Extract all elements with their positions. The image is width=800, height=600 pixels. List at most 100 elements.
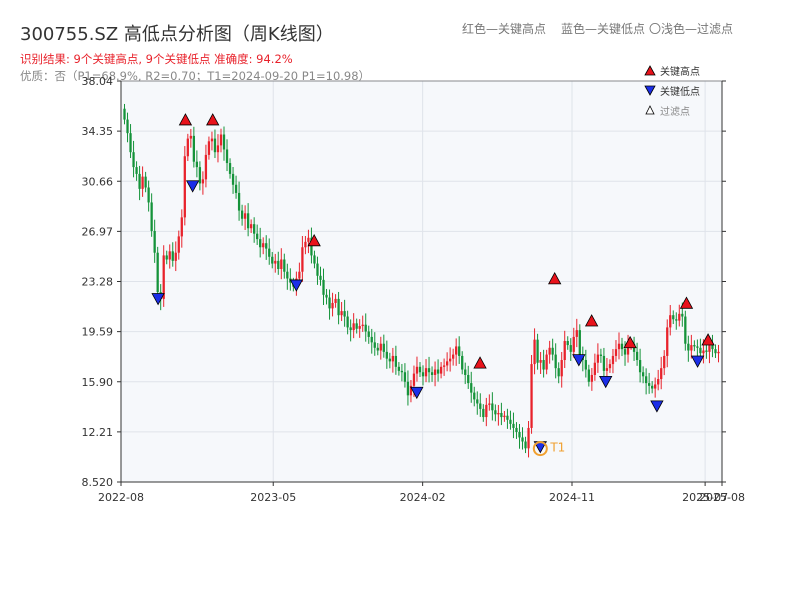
candle — [448, 347, 452, 372]
candle — [678, 304, 681, 327]
candle — [307, 229, 310, 254]
y-tick-label: 34.35 — [82, 125, 114, 138]
candle-body — [403, 372, 407, 382]
candle-body — [307, 237, 310, 242]
candle — [503, 410, 506, 422]
candle — [313, 250, 316, 269]
candle — [427, 356, 431, 383]
candle-body — [298, 271, 301, 279]
key-high-marker — [584, 314, 599, 327]
candle-body — [708, 345, 711, 352]
candle-body — [147, 187, 150, 203]
candle — [512, 412, 515, 439]
candle-body — [651, 385, 654, 389]
candle-body — [699, 347, 702, 354]
candle-body — [165, 255, 168, 260]
candle — [654, 377, 657, 398]
candle-body — [448, 358, 452, 362]
candle-body — [361, 324, 364, 327]
candle-body — [189, 135, 192, 139]
candle-body — [219, 134, 223, 146]
key-low-marker — [650, 400, 664, 413]
candle — [569, 338, 572, 361]
legend-high-label: 关键高点 — [660, 65, 700, 78]
candle — [641, 366, 645, 384]
candle-body — [714, 349, 717, 354]
candle-body — [262, 243, 265, 248]
candle-body — [216, 145, 220, 153]
candle — [409, 379, 413, 403]
candle — [611, 349, 615, 374]
candle — [458, 336, 461, 364]
candle-body — [355, 323, 358, 329]
candle-body — [693, 345, 696, 347]
candle — [382, 334, 385, 358]
candle — [304, 235, 307, 255]
candle — [666, 319, 669, 368]
candle — [397, 362, 401, 376]
candle — [162, 245, 165, 307]
candle-body — [663, 355, 666, 369]
candle-body — [421, 372, 425, 377]
candle-body — [654, 384, 657, 389]
candle-body — [376, 347, 379, 351]
candle — [156, 246, 159, 300]
candle — [424, 359, 428, 383]
candle-body — [210, 138, 214, 142]
candle-body — [452, 354, 455, 359]
candle-body — [177, 236, 180, 253]
candle-body — [545, 354, 548, 370]
candle-body — [364, 324, 367, 332]
candle — [539, 352, 542, 375]
t1-annotation: T1 — [532, 441, 565, 457]
candle — [461, 351, 464, 375]
candle — [560, 352, 563, 388]
candle — [322, 268, 325, 306]
candle-body — [473, 392, 476, 400]
candle — [669, 305, 672, 336]
candle-body — [551, 347, 554, 355]
t1-ring — [532, 441, 548, 457]
chart-title: 300755.SZ 高低点分析图（周K线图） — [20, 24, 334, 45]
candle — [328, 289, 331, 320]
candle — [186, 133, 189, 162]
candle-body — [379, 343, 382, 351]
candle-body — [286, 271, 289, 279]
key-low-marker — [289, 279, 304, 292]
candle — [455, 338, 458, 366]
candle — [647, 372, 651, 394]
candle-body — [274, 260, 277, 264]
candle — [334, 294, 337, 308]
y-tick-label: 8.520 — [82, 476, 114, 489]
candle-body — [171, 251, 174, 261]
candle-body — [590, 374, 594, 382]
candle — [533, 328, 536, 375]
key-low-marker — [690, 355, 705, 368]
candle — [207, 136, 211, 160]
candle — [406, 370, 410, 406]
candle-body — [518, 432, 521, 438]
candle-body — [394, 355, 398, 367]
candle — [376, 343, 379, 356]
candle — [243, 205, 247, 231]
candle — [394, 345, 398, 375]
candle — [126, 112, 129, 143]
candle-body — [424, 368, 428, 377]
candle — [123, 103, 126, 125]
candle-body — [717, 351, 720, 354]
candle-body — [259, 239, 262, 248]
candle-body — [400, 370, 404, 373]
candle — [608, 359, 612, 373]
candle — [415, 356, 419, 382]
candle — [165, 250, 168, 265]
candle — [225, 139, 229, 172]
candle — [277, 251, 280, 275]
candle-body — [192, 135, 196, 162]
y-tick-label: 26.97 — [82, 225, 114, 238]
quality-summary: 优质：否（P1=68.9%, R2=0.70；T1=2024-09-20 P1=… — [20, 69, 370, 83]
candle — [711, 334, 714, 358]
candle-body — [461, 355, 464, 370]
candle-body — [204, 154, 208, 180]
candle-body — [283, 259, 286, 272]
y-tick-label: 38.04 — [82, 75, 114, 88]
